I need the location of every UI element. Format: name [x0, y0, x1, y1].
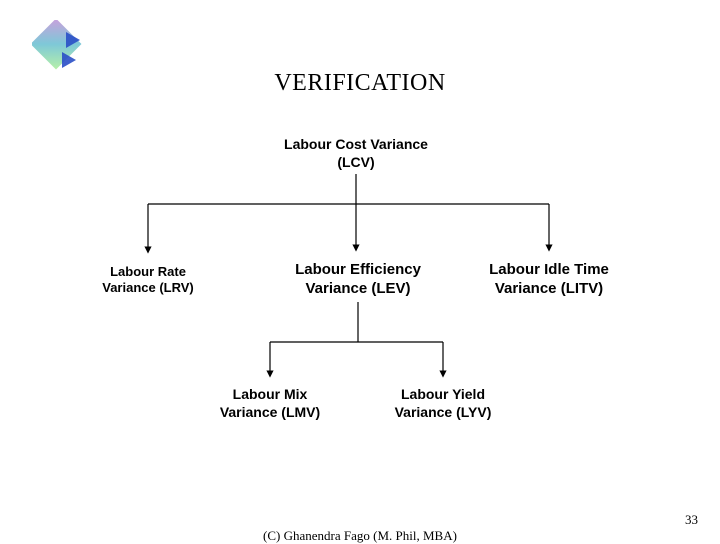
node-litv: Labour Idle Time Variance (LITV)	[454, 261, 644, 299]
node-lev: Labour Efficiency Variance (LEV)	[263, 261, 453, 299]
node-lev-line2: Variance (LEV)	[305, 280, 410, 297]
node-lyv: Labour Yield Variance (LYV)	[363, 386, 523, 421]
node-lcv: Labour Cost Variance (LCV)	[256, 136, 456, 171]
footer-copyright: (C) Ghanendra Fago (M. Phil, MBA)	[0, 528, 720, 544]
node-lmv-line2: Variance (LMV)	[220, 404, 320, 420]
node-lcv-line1: Labour Cost Variance	[284, 136, 428, 152]
node-litv-line1: Labour Idle Time	[489, 261, 609, 278]
node-lrv: Labour Rate Variance (LRV)	[68, 264, 228, 297]
node-lmv-line1: Labour Mix	[233, 386, 308, 402]
node-lyv-line1: Labour Yield	[401, 386, 485, 402]
node-lev-line1: Labour Efficiency	[295, 261, 421, 278]
node-lcv-line2: (LCV)	[337, 154, 374, 170]
node-lrv-line1: Labour Rate	[110, 264, 186, 279]
node-litv-line2: Variance (LITV)	[495, 280, 603, 297]
node-lmv: Labour Mix Variance (LMV)	[190, 386, 350, 421]
node-lrv-line2: Variance (LRV)	[102, 280, 194, 295]
footer-page: 33	[685, 512, 698, 528]
node-lyv-line2: Variance (LYV)	[395, 404, 492, 420]
